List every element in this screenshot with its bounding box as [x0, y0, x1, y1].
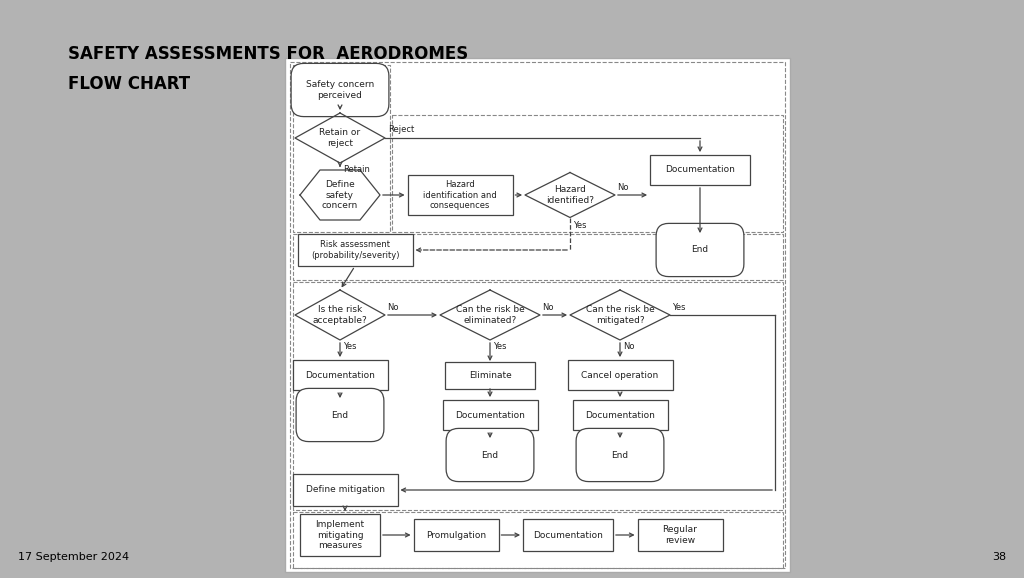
FancyBboxPatch shape [293, 360, 387, 390]
FancyBboxPatch shape [291, 64, 389, 117]
Polygon shape [300, 170, 380, 220]
Text: No: No [623, 342, 635, 351]
Text: Implement
mitigating
measures: Implement mitigating measures [315, 520, 365, 550]
Text: Regular
review: Regular review [663, 525, 697, 544]
Text: Is the risk
acceptable?: Is the risk acceptable? [312, 305, 368, 325]
Text: Hazard
identified?: Hazard identified? [546, 186, 594, 205]
Text: End: End [481, 450, 499, 460]
Text: Promulgation: Promulgation [426, 531, 486, 539]
Text: 17 September 2024: 17 September 2024 [18, 552, 129, 562]
FancyBboxPatch shape [572, 400, 668, 430]
Text: Retain: Retain [343, 165, 370, 174]
Text: FLOW CHART: FLOW CHART [68, 75, 190, 93]
Text: Documentation: Documentation [455, 410, 525, 420]
Text: SAFETY ASSESSMENTS FOR  AERODROMES: SAFETY ASSESSMENTS FOR AERODROMES [68, 45, 468, 63]
Text: Eliminate: Eliminate [469, 370, 511, 380]
Text: Can the risk be
eliminated?: Can the risk be eliminated? [456, 305, 524, 325]
Polygon shape [440, 290, 540, 340]
FancyBboxPatch shape [296, 388, 384, 442]
Polygon shape [570, 290, 670, 340]
Text: End: End [611, 450, 629, 460]
Text: Cancel operation: Cancel operation [582, 370, 658, 380]
Text: Safety concern
perceived: Safety concern perceived [306, 80, 374, 99]
FancyBboxPatch shape [656, 224, 743, 277]
Polygon shape [525, 172, 615, 217]
FancyBboxPatch shape [293, 474, 397, 506]
FancyBboxPatch shape [650, 155, 750, 185]
FancyBboxPatch shape [445, 361, 535, 388]
Text: End: End [332, 410, 348, 420]
Text: Define
safety
concern: Define safety concern [322, 180, 358, 210]
FancyBboxPatch shape [414, 519, 499, 551]
Text: Yes: Yes [343, 342, 356, 351]
Text: Yes: Yes [493, 342, 507, 351]
FancyBboxPatch shape [567, 360, 673, 390]
Text: Documentation: Documentation [585, 410, 655, 420]
Text: Yes: Yes [672, 303, 685, 312]
FancyBboxPatch shape [577, 428, 664, 481]
FancyBboxPatch shape [300, 514, 380, 556]
Text: Reject: Reject [388, 125, 415, 134]
Polygon shape [295, 290, 385, 340]
Text: No: No [387, 303, 398, 312]
Text: Yes: Yes [573, 220, 587, 229]
Text: No: No [617, 183, 629, 192]
Text: Can the risk be
mitigated?: Can the risk be mitigated? [586, 305, 654, 325]
Text: End: End [691, 246, 709, 254]
Text: Retain or
reject: Retain or reject [319, 128, 360, 148]
FancyBboxPatch shape [442, 400, 538, 430]
Text: No: No [542, 303, 554, 312]
FancyBboxPatch shape [298, 234, 413, 266]
Text: Risk assessment
(probability/severity): Risk assessment (probability/severity) [310, 240, 399, 260]
FancyBboxPatch shape [638, 519, 723, 551]
Text: Documentation: Documentation [534, 531, 603, 539]
Polygon shape [295, 113, 385, 163]
Text: Documentation: Documentation [305, 370, 375, 380]
FancyBboxPatch shape [285, 58, 790, 572]
FancyBboxPatch shape [523, 519, 613, 551]
FancyBboxPatch shape [446, 428, 534, 481]
Text: Define mitigation: Define mitigation [305, 486, 384, 495]
Text: 38: 38 [992, 552, 1006, 562]
Text: Hazard
identification and
consequences: Hazard identification and consequences [423, 180, 497, 210]
FancyBboxPatch shape [408, 175, 512, 215]
Text: Documentation: Documentation [665, 165, 735, 175]
